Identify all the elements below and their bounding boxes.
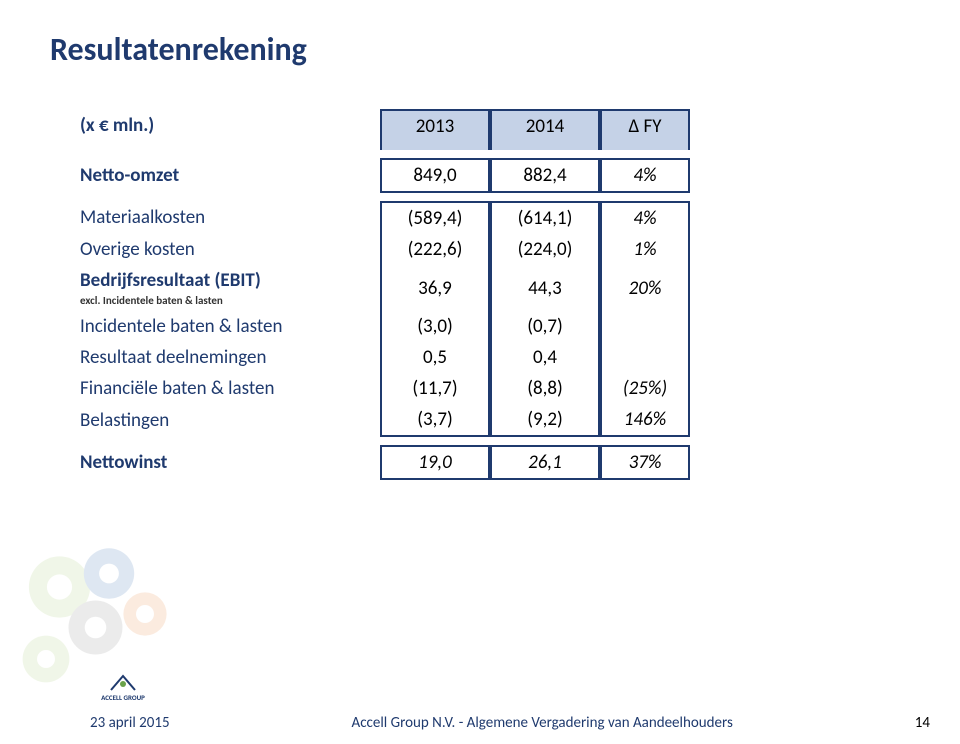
row-nettowinst-delta: 37%	[600, 445, 690, 480]
unit-label: (x € mln.)	[80, 109, 380, 142]
row-netto-omzet-2014: 882,4	[490, 158, 600, 193]
row-deelnemingen-delta	[600, 342, 690, 373]
row-deelnemingen-label: Resultaat deelnemingen	[80, 342, 380, 373]
company-logo: ACCELL GROUP	[100, 674, 146, 704]
row-materiaalkosten-label: Materiaalkosten	[80, 201, 380, 234]
page-title: Resultatenrekening	[50, 30, 910, 69]
row-financiele-delta: (25%)	[600, 373, 690, 404]
row-financiele-2013: (11,7)	[380, 373, 490, 404]
row-materiaalkosten-delta: 4%	[600, 201, 690, 234]
col-header-2014: 2014	[490, 109, 600, 142]
row-overige-kosten-2014: (224,0)	[490, 234, 600, 265]
row-belastingen-delta: 146%	[600, 404, 690, 437]
footer-page-number: 14	[915, 714, 930, 732]
row-materiaalkosten-2013: (589,4)	[380, 201, 490, 234]
row-ebit-delta: 20%	[600, 265, 690, 311]
row-nettowinst-label: Nettowinst	[80, 445, 380, 480]
row-netto-omzet-2013: 849,0	[380, 158, 490, 193]
row-overige-kosten-delta: 1%	[600, 234, 690, 265]
footer-center: Accell Group N.V. - Algemene Vergadering…	[170, 714, 915, 732]
row-belastingen-2013: (3,7)	[380, 404, 490, 437]
slide-footer: 23 april 2015 Accell Group N.V. - Algeme…	[0, 714, 960, 732]
row-incidentele-2014: (0,7)	[490, 311, 600, 342]
col-header-delta: Δ FY	[600, 109, 690, 142]
row-belastingen-label: Belastingen	[80, 404, 380, 437]
row-incidentele-2013: (3,0)	[380, 311, 490, 342]
row-nettowinst-2013: 19,0	[380, 445, 490, 480]
row-deelnemingen-2013: 0,5	[380, 342, 490, 373]
row-deelnemingen-2014: 0,4	[490, 342, 600, 373]
row-materiaalkosten-2014: (614,1)	[490, 201, 600, 234]
row-incidentele-delta	[600, 311, 690, 342]
row-netto-omzet-label: Netto-omzet	[80, 158, 380, 193]
row-incidentele-label: Incidentele baten & lasten	[80, 311, 380, 342]
row-overige-kosten-2013: (222,6)	[380, 234, 490, 265]
row-netto-omzet-delta: 4%	[600, 158, 690, 193]
row-financiele-label: Financiële baten & lasten	[80, 373, 380, 404]
footer-date: 23 april 2015	[90, 714, 170, 732]
col-header-2013: 2013	[380, 109, 490, 142]
row-ebit-2014: 44,3	[490, 265, 600, 311]
row-nettowinst-2014: 26,1	[490, 445, 600, 480]
row-financiele-2014: (8,8)	[490, 373, 600, 404]
income-statement-table: (x € mln.) 2013 2014 Δ FY Netto-omzet 84…	[80, 109, 910, 480]
row-ebit-label: Bedrijfsresultaat (EBIT) excl. Incidente…	[80, 265, 380, 311]
row-overige-kosten-label: Overige kosten	[80, 234, 380, 265]
row-belastingen-2014: (9,2)	[490, 404, 600, 437]
row-ebit-note: excl. Incidentele baten & lasten	[80, 294, 370, 307]
row-ebit-2013: 36,9	[380, 265, 490, 311]
